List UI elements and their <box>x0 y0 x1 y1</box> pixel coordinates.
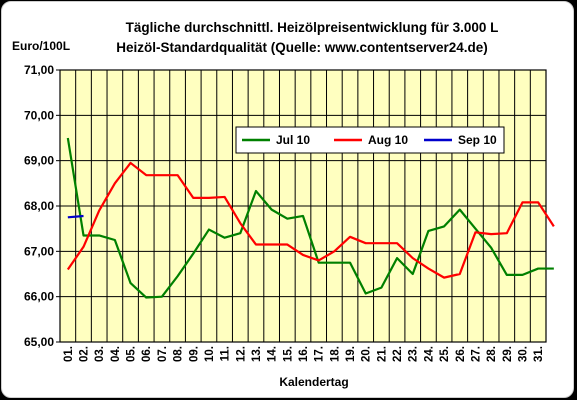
x-tick-label: 24. <box>423 346 435 362</box>
x-tick-label: 02. <box>79 346 91 362</box>
y-axis-label: Euro/100L <box>12 39 70 53</box>
x-tick-label: 25. <box>439 346 451 362</box>
legend-box <box>235 126 505 154</box>
plot-border <box>59 69 547 343</box>
x-tick-label: 16. <box>298 346 310 362</box>
x-tick-label: 01. <box>63 346 75 362</box>
x-tick-label: 07. <box>157 346 169 362</box>
y-tick-label: 66,00 <box>24 290 54 304</box>
x-tick-label: 06. <box>141 346 153 362</box>
x-tick-label: 04. <box>110 346 122 362</box>
y-tick-label: 68,00 <box>24 199 54 213</box>
x-tick-label: 18. <box>329 346 341 362</box>
x-tick-label: 12. <box>235 346 247 362</box>
y-tick-label: 67,00 <box>24 244 54 258</box>
x-tick-label: 27. <box>470 346 482 362</box>
x-tick-label: 23. <box>408 346 420 362</box>
x-tick-label: 28. <box>486 346 498 362</box>
x-tick-label: 05. <box>126 346 138 362</box>
x-tick-label: 10. <box>204 346 216 362</box>
legend-label: Sep 10 <box>458 133 497 147</box>
x-tick-label: 03. <box>94 346 106 362</box>
x-tick-label: 31. <box>533 346 545 362</box>
series-line-jul-10 <box>66 137 554 299</box>
x-tick-label: 14. <box>267 346 279 362</box>
series-line-sep-10 <box>67 214 84 219</box>
x-tick-label: 09. <box>188 346 200 362</box>
x-tick-label: 19. <box>345 346 357 362</box>
chart-title-line-1: Tägliche durchschnittl. Heizölpreisentwi… <box>126 20 499 35</box>
series-line-aug-10 <box>66 161 555 279</box>
x-tick-label: 13. <box>251 346 263 362</box>
x-tick-label: 08. <box>173 346 185 362</box>
x-axis-label: Kalendertag <box>279 375 348 389</box>
x-tick-label: 11. <box>220 346 232 361</box>
y-tick-label: 71,00 <box>24 63 54 77</box>
x-tick-label: 15. <box>282 346 294 362</box>
x-tick-label: 21. <box>376 346 388 362</box>
x-tick-label: 30. <box>517 346 529 362</box>
chart-title-line-2: Heizöl-Standardqualität (Quelle: www.con… <box>116 40 488 55</box>
legend-label: Jul 10 <box>276 133 310 147</box>
x-tick-label: 20. <box>361 346 373 362</box>
y-tick-label: 69,00 <box>24 154 54 168</box>
x-tick-label: 17. <box>314 346 326 362</box>
y-tick-label: 65,00 <box>24 335 54 349</box>
legend-label: Aug 10 <box>368 133 408 147</box>
y-tick-label: 70,00 <box>24 108 54 122</box>
x-tick-label: 22. <box>392 346 404 362</box>
x-tick-label: 29. <box>502 346 514 362</box>
x-tick-label: 26. <box>455 346 467 362</box>
